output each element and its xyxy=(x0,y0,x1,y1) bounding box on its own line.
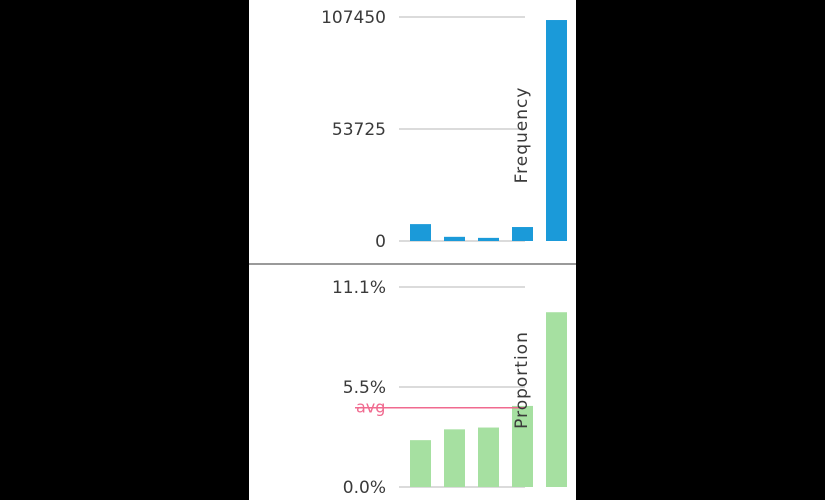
proportion-chart: 0.0% 5.5% 11.1% avg Proportion xyxy=(332,278,567,498)
frequency-chart: 0 53725 107450 Frequency xyxy=(321,8,567,252)
frequency-axis-label: Frequency xyxy=(512,87,532,184)
bar xyxy=(410,440,431,487)
bar xyxy=(478,237,499,241)
y-tick-label: 5.5% xyxy=(343,378,386,398)
bar xyxy=(546,312,567,487)
bar xyxy=(512,405,533,487)
avg-label: avg xyxy=(356,398,385,417)
bar xyxy=(546,20,567,242)
y-tick-label: 0.0% xyxy=(343,478,386,498)
bar xyxy=(478,427,499,487)
bar xyxy=(444,236,465,241)
y-tick-label: 0 xyxy=(375,232,386,252)
y-tick-label: 11.1% xyxy=(332,278,386,298)
bar xyxy=(410,224,431,241)
y-tick-label: 53725 xyxy=(332,120,386,140)
bar xyxy=(512,227,533,241)
y-tick-label: 107450 xyxy=(321,8,386,28)
chart-svg: 0 53725 107450 Frequency 0.0% 5.5% 11.1% avg… xyxy=(249,8,576,498)
proportion-axis-label: Proportion xyxy=(512,331,532,429)
bar xyxy=(444,429,465,487)
chart-panel: 0 53725 107450 Frequency 0.0% 5.5% 11.1% avg… xyxy=(249,0,576,500)
